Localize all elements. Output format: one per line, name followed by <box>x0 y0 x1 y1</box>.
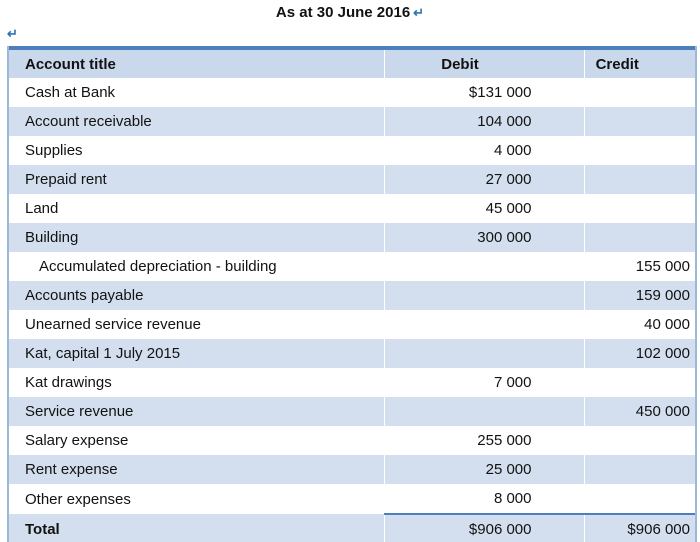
document-title-line: As at 30 June 2016 ↵ <box>0 0 700 26</box>
credit-cell <box>584 455 695 484</box>
account-title-cell: Kat, capital 1 July 2015 <box>9 339 385 368</box>
credit-cell <box>584 165 695 194</box>
debit-cell <box>384 397 585 426</box>
table-total-row: Total $906 000 $906 000 <box>9 513 695 542</box>
account-title-cell: Cash at Bank <box>9 78 385 107</box>
table-row: Account receivable 104 000 <box>9 107 695 136</box>
credit-cell <box>584 194 695 223</box>
debit-cell <box>384 310 585 339</box>
trial-balance-table: Account title Debit Credit Cash at Bank … <box>9 46 695 542</box>
table-row: Service revenue 450 000 <box>9 397 695 426</box>
table-row: Salary expense 255 000 <box>9 426 695 455</box>
credit-cell: 155 000 <box>635 258 690 275</box>
table-row: Rent expense 25 000 <box>9 455 695 484</box>
page-title: As at 30 June 2016 <box>275 4 411 21</box>
credit-cell <box>584 136 695 165</box>
table-header-row: Account title Debit Credit <box>9 46 695 78</box>
credit-cell <box>584 107 695 136</box>
debit-cell: 25 000 <box>384 455 585 484</box>
account-title-cell: Rent expense <box>9 455 385 484</box>
debit-cell: 4 000 <box>384 136 585 165</box>
account-title-cell: Service revenue <box>9 397 385 426</box>
debit-cell: 255 000 <box>384 426 585 455</box>
line-break-mark-icon: ↵ <box>413 5 425 20</box>
column-header-account-title: Account title <box>9 46 385 78</box>
debit-cell: 8 000 <box>384 484 585 514</box>
account-title-cell: Other expenses <box>9 484 385 514</box>
debit-cell: 7 000 <box>384 368 585 397</box>
total-label-cell: Total <box>9 514 385 542</box>
table-row: Land 45 000 <box>9 194 695 223</box>
account-title-cell: Unearned service revenue <box>9 310 385 339</box>
debit-cell <box>384 281 585 310</box>
account-title-cell: Salary expense <box>9 426 385 455</box>
account-title-cell: Accumulated depreciation - building <box>9 252 385 281</box>
debit-cell: 45 000 <box>384 194 585 223</box>
account-title-cell: Supplies <box>9 136 385 165</box>
total-credit-cell: $906 000 <box>584 513 695 542</box>
debit-cell: 27 000 <box>384 165 585 194</box>
credit-cell: 102 000 <box>635 345 690 362</box>
credit-cell: 40 000 <box>644 316 690 333</box>
table-row: Cash at Bank $131 000 <box>9 78 695 107</box>
account-title-cell: Land <box>9 194 385 223</box>
debit-cell <box>384 339 585 368</box>
account-title-cell: Kat drawings <box>9 368 385 397</box>
credit-cell: 159 000 <box>635 287 690 304</box>
debit-cell <box>384 252 585 281</box>
credit-cell: 450 000 <box>635 403 690 420</box>
account-title-cell: Building <box>9 223 385 252</box>
table-row: Building 300 000 <box>9 223 695 252</box>
paragraph-break-mark-icon: ↵ <box>7 26 18 41</box>
debit-cell: 300 000 <box>384 223 585 252</box>
table-row: Prepaid rent 27 000 <box>9 165 695 194</box>
credit-cell <box>584 368 695 397</box>
paragraph-mark-line: ↵ <box>0 26 700 46</box>
column-header-debit: Debit <box>384 46 585 78</box>
account-title-cell: Prepaid rent <box>9 165 385 194</box>
column-header-credit: Credit <box>584 46 695 78</box>
credit-cell <box>584 223 695 252</box>
table-row: Unearned service revenue 40 000 <box>9 310 695 339</box>
table-row: Supplies 4 000 <box>9 136 695 165</box>
total-debit-cell: $906 000 <box>384 513 585 542</box>
account-title-cell: Accounts payable <box>9 281 385 310</box>
table-row: Accumulated depreciation - building 155 … <box>9 252 695 281</box>
debit-cell: $131 000 <box>384 78 585 107</box>
debit-cell: 104 000 <box>384 107 585 136</box>
table-row: Kat drawings 7 000 <box>9 368 695 397</box>
table-row: Other expenses 8 000 <box>9 484 695 514</box>
table-row: Kat, capital 1 July 2015 102 000 <box>9 339 695 368</box>
table-row: Accounts payable 159 000 <box>9 281 695 310</box>
account-title-cell: Account receivable <box>9 107 385 136</box>
credit-cell <box>584 484 695 514</box>
trial-balance-table-container: Account title Debit Credit Cash at Bank … <box>7 46 697 542</box>
credit-cell <box>584 78 695 107</box>
credit-cell <box>584 426 695 455</box>
